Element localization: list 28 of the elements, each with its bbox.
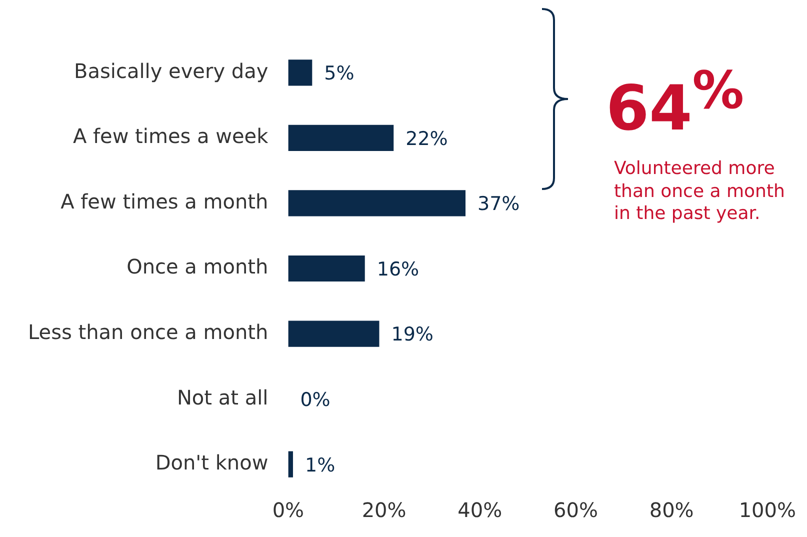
data-label: 5% xyxy=(324,62,354,85)
x-tick-label: 0% xyxy=(272,498,304,522)
y-tick-label: Don't know xyxy=(155,450,268,475)
x-tick-label: 60% xyxy=(554,498,598,522)
y-tick-label: A few times a week xyxy=(72,124,269,148)
data-label: 1% xyxy=(304,454,336,476)
annotation: Volunteered more than once a month in the past year. xyxy=(614,158,786,226)
x-tick-label: 80% xyxy=(649,498,694,522)
annotation: 64$^{%}$ xyxy=(606,61,744,145)
data-label: 37% xyxy=(478,193,520,216)
bar xyxy=(288,124,394,151)
y-tick-label: A few times a month xyxy=(60,189,268,214)
bar xyxy=(288,451,293,478)
x-tick-label: 20% xyxy=(362,498,406,522)
bar xyxy=(288,255,365,282)
x-tick-label: 40% xyxy=(458,498,502,522)
data-label: 16% xyxy=(376,258,420,280)
y-tick-label: Basically every day xyxy=(74,58,268,83)
y-tick-label: Less than once a month xyxy=(28,320,268,344)
data-label: 0% xyxy=(300,389,330,412)
bar xyxy=(288,190,466,216)
y-tick-label: Not at all xyxy=(176,385,268,410)
x-tick-label: 100% xyxy=(738,498,796,522)
data-label: 19% xyxy=(391,324,434,346)
data-label: 22% xyxy=(406,128,448,150)
bar xyxy=(288,320,380,347)
y-tick-label: Once a month xyxy=(126,254,268,279)
bar xyxy=(288,60,312,86)
